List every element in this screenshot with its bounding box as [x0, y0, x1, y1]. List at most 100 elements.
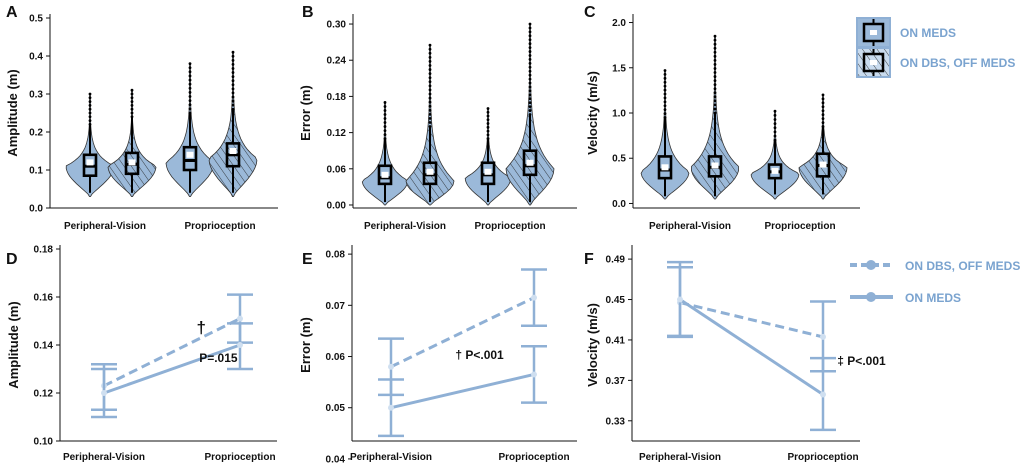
x-category-label: Peripheral-Vision [364, 221, 446, 232]
y-tick-label: 0.5 [612, 154, 626, 165]
outlier-point [528, 54, 532, 57]
outlier-point [528, 113, 532, 116]
series-line [103, 317, 241, 388]
outlier-point [486, 133, 490, 137]
outlier-point [428, 92, 432, 96]
mean-marker [229, 148, 237, 154]
x-category-label: Proprioception [498, 452, 569, 463]
outlier-point [713, 79, 717, 83]
outlier-point [188, 103, 192, 107]
outlier-point [713, 34, 717, 38]
panel-d: 0.10 0.12 0.14 0.16 0.18 Amplitude (m) D Periph… [6, 245, 277, 463]
outlier-point [713, 111, 717, 115]
mean-marker [186, 151, 194, 158]
violin-group [65, 92, 115, 197]
series-line [103, 343, 241, 395]
outlier-point [428, 84, 432, 88]
outlier-point [428, 108, 432, 112]
y-tick-label: 0.1 [29, 166, 43, 177]
mean-marker [819, 161, 827, 168]
outlier-point [773, 130, 777, 134]
y-tick-label: 0.05 [326, 403, 346, 414]
x-category-label: Proprioception [184, 221, 255, 232]
data-point [820, 333, 826, 340]
outlier-point [88, 115, 92, 119]
outlier-point [188, 91, 192, 94]
panel-f: 0.33 0.37 0.41 0.45 0.49 Velocity (m/s) F Perip… [584, 245, 886, 463]
outlier-point [713, 58, 717, 62]
violin-group [640, 69, 690, 200]
violin-group [405, 43, 455, 206]
data-point [388, 363, 394, 370]
outlier-point [773, 134, 777, 138]
outlier-point [528, 89, 532, 93]
outlier-point [663, 104, 667, 108]
outlier-point [528, 61, 532, 65]
y-tick-label: 0.08 [326, 250, 346, 261]
panel-letter: D [6, 251, 18, 268]
outlier-point [528, 105, 532, 109]
y-tick-label: 2.0 [612, 18, 626, 29]
outlier-point [773, 113, 777, 117]
outlier-point [231, 71, 235, 74]
legend-dashed-marker-icon [866, 260, 876, 270]
series-on-dbs-off-meds [667, 265, 836, 373]
outlier-point [663, 72, 667, 76]
annotation-label: P=.015 [199, 351, 238, 365]
data-point [531, 371, 537, 378]
outlier-point [428, 96, 432, 100]
outlier-point [88, 92, 92, 96]
x-category-label: Peripheral-Vision [649, 221, 731, 232]
outlier-point [663, 92, 667, 96]
outlier-point [428, 88, 432, 92]
panel-letter: E [302, 251, 313, 268]
outlier-point [383, 109, 387, 112]
outlier-point [663, 80, 667, 84]
box [422, 161, 438, 186]
outlier-point [663, 84, 667, 88]
outlier-point [486, 129, 490, 133]
outlier-point [528, 50, 532, 53]
outlier-point [713, 107, 717, 111]
panel-letter: F [584, 251, 594, 268]
outlier-point [383, 121, 387, 124]
outlier-point [188, 78, 192, 82]
panel-b: 0.00 0.06 0.12 0.18 0.24 0.30 Error (m) B Periph… [298, 4, 577, 232]
outlier-point [428, 121, 432, 124]
outlier-point [528, 26, 532, 30]
outlier-point [773, 126, 777, 130]
outlier-point [821, 113, 825, 117]
y-tick-label: 0.37 [606, 376, 626, 387]
x-category-label: Peripheral-Vision [64, 221, 146, 232]
outlier-point [713, 38, 717, 42]
y-tick-label: 0.07 [326, 301, 346, 312]
outlier-point [713, 91, 717, 95]
panel-a: 0.0 0.1 0.2 0.3 0.4 0.5 Amplitude (m) A Peripher… [5, 4, 278, 232]
x-category-label: Peripheral-Vision [350, 452, 432, 463]
outlier-point [428, 76, 432, 80]
outlier-point [528, 42, 532, 46]
outlier-point [428, 64, 432, 67]
outlier-point [528, 73, 532, 77]
annotation-label: ‡ P<.001 [837, 354, 886, 368]
y-tick-label: 0.45 [606, 295, 626, 306]
outlier-point [231, 75, 235, 79]
outlier-point [88, 107, 92, 111]
outlier-point [130, 111, 134, 115]
outlier-point [130, 96, 134, 100]
outlier-point [428, 43, 432, 47]
outlier-point [88, 123, 92, 126]
y-tick-label: 0.10 [34, 437, 54, 448]
outlier-point [663, 100, 667, 104]
y-tick-label: 0.06 [327, 164, 347, 175]
outlier-point [383, 129, 387, 132]
outlier-point [713, 75, 717, 78]
panel-letter: B [302, 4, 314, 21]
outlier-point [188, 107, 192, 111]
violin-group [208, 50, 258, 197]
outlier-point [773, 118, 777, 121]
legend-item-on-dbs: ON DBS, OFF MEDS [856, 47, 1015, 78]
legend-mean-on-meds [870, 30, 877, 35]
outlier-point [713, 50, 717, 54]
outlier-point [231, 50, 235, 54]
